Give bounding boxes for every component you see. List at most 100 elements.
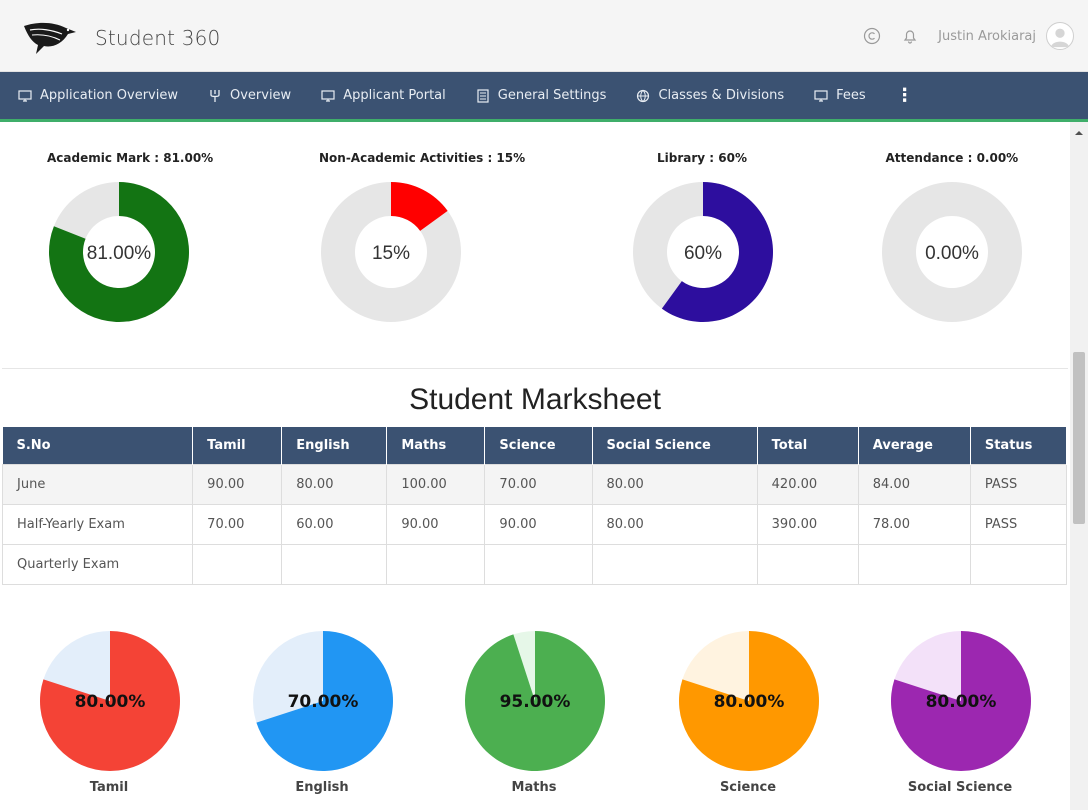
pie-chart-social-science: 80.00% Social Science: [890, 630, 1031, 795]
donut-center-value: 15%: [372, 243, 410, 264]
main-content: Academic Mark : 81.00% 81.00% Non-Academic…: [2, 125, 1068, 810]
pie-chart-tamil: 80.00% Tamil: [39, 630, 180, 795]
marksheet-table: S.No Tamil English Maths Science Social Scien…: [2, 427, 1068, 585]
pie-chart-english: 70.00% English: [252, 630, 393, 795]
nav-item-label: General Settings: [497, 88, 607, 103]
table-cell: 80.00: [591, 463, 758, 505]
table-cell: 78.00: [857, 503, 971, 545]
pie-percentage-label: 80.00%: [926, 692, 997, 712]
main-navigation: Application Overview Overview Applicant …: [0, 72, 1088, 122]
pie-svg: 80.00%: [40, 631, 180, 771]
nav-item-label: Fees: [836, 88, 866, 103]
section-divider: [2, 368, 1068, 369]
fork-icon: [208, 89, 222, 103]
table-cell: PASS: [969, 463, 1068, 505]
table-cell: June: [2, 463, 194, 505]
column-header[interactable]: Maths: [386, 427, 486, 464]
pie-percentage-label: 95.00%: [500, 692, 571, 712]
nav-item-fees[interactable]: Fees: [806, 72, 874, 119]
scroll-up-arrow-icon[interactable]: [1070, 126, 1088, 140]
table-cell: PASS: [969, 503, 1068, 545]
summary-donut-chart: 81.00%: [48, 182, 190, 322]
table-cell: 90.00: [192, 463, 283, 505]
bird-logo-icon[interactable]: [22, 18, 78, 58]
donut-value-arc: [391, 182, 448, 231]
donut-center-value: 81.00%: [87, 243, 152, 264]
pie-chart-maths: 95.00% Maths: [464, 630, 605, 795]
donut-center-value: 0.00%: [925, 243, 979, 264]
pie-value-slice: [40, 631, 180, 771]
column-header[interactable]: Total: [757, 427, 859, 464]
table-cell: [192, 543, 283, 585]
monitor-icon: [321, 89, 335, 103]
pie-svg: 80.00%: [679, 631, 819, 771]
table-cell: [484, 543, 593, 585]
globe-icon: [636, 89, 650, 103]
table-cell: 80.00: [281, 463, 388, 505]
bell-icon[interactable]: [900, 26, 920, 46]
pie-percentage-label: 70.00%: [288, 692, 359, 712]
nav-item-general-settings[interactable]: General Settings: [468, 72, 615, 119]
table-cell: 420.00: [756, 463, 859, 505]
nav-item-label: Application Overview: [40, 88, 178, 103]
pie-category-label: Tamil: [89, 780, 129, 795]
pie-svg: 95.00%: [465, 631, 605, 771]
scroll-thumb[interactable]: [1073, 352, 1085, 524]
nav-item-classes-divisions[interactable]: Classes & Divisions: [628, 72, 792, 119]
marksheet-title: Student Marksheet: [409, 383, 661, 416]
user-name[interactable]: Justin Arokiaraj: [938, 28, 1036, 44]
pie-svg: 70.00%: [253, 631, 393, 771]
column-header[interactable]: Status: [970, 427, 1068, 464]
table-cell: 60.00: [281, 503, 388, 545]
summary-donut-chart: 15%: [320, 182, 461, 322]
donut-title: Non-Academic Activities : 15%: [319, 151, 526, 165]
table-cell: 100.00: [386, 463, 486, 505]
pie-category-label: Science: [719, 780, 777, 795]
table-cell: 80.00: [591, 503, 758, 545]
table-cell: [857, 543, 971, 585]
app-title: Student 360: [95, 26, 221, 50]
table-cell: 84.00: [857, 463, 971, 505]
vertical-scrollbar[interactable]: [1070, 122, 1088, 810]
donut-title: Library : 60%: [657, 151, 747, 165]
header-actions: Justin Arokiaraj: [862, 20, 1074, 52]
donut-value-arc: [661, 182, 773, 322]
user-avatar-icon[interactable]: [1046, 22, 1074, 50]
nav-item-label: Applicant Portal: [343, 88, 446, 103]
nav-item-label: Classes & Divisions: [658, 88, 785, 103]
table-cell: [969, 543, 1068, 585]
column-header[interactable]: S.No: [2, 427, 194, 464]
nav-item-overview[interactable]: Overview: [200, 72, 299, 119]
copyright-icon[interactable]: [862, 26, 882, 46]
donut-remainder: [881, 182, 1022, 322]
column-header[interactable]: Tamil: [192, 427, 283, 464]
table-cell: [281, 543, 388, 585]
pie-value-slice: [891, 631, 1031, 771]
pie-category-label: Maths: [511, 780, 557, 795]
nav-item-applicant-portal[interactable]: Applicant Portal: [313, 72, 454, 119]
donut-title: Academic Mark : 81.00%: [47, 151, 214, 165]
pie-chart-science: 80.00% Science: [678, 630, 819, 795]
pie-category-label: English: [295, 780, 349, 795]
table-cell: 90.00: [386, 503, 486, 545]
table-row: Half-Yearly Exam 70.00 60.00 90.00 90.00 80.0…: [2, 503, 1068, 545]
column-header[interactable]: Social Science: [592, 427, 758, 464]
nav-item-label: Overview: [229, 88, 292, 103]
table-row: June 90.00 80.00 100.00 70.00 80.00 420.00 84.0…: [2, 463, 1068, 505]
donut-value-arc: [49, 182, 190, 322]
pie-value-slice: [679, 631, 819, 771]
column-header[interactable]: Average: [858, 427, 971, 464]
column-header[interactable]: English: [281, 427, 388, 464]
column-header[interactable]: Science: [484, 427, 593, 464]
more-menu-button[interactable]: ⋮: [895, 85, 914, 106]
table-cell: Quarterly Exam: [2, 543, 194, 585]
table-cell: [386, 543, 486, 585]
list-icon: [476, 88, 490, 103]
summary-donut-chart: 60%: [632, 182, 773, 322]
pie-category-label: Social Science: [907, 780, 1013, 795]
table-cell: Half-Yearly Exam: [2, 503, 194, 545]
table-cell: [756, 543, 859, 585]
nav-item-application-overview[interactable]: Application Overview: [10, 72, 186, 119]
summary-donut-chart: 0.00%: [881, 182, 1022, 322]
table-cell: 90.00: [484, 503, 593, 545]
